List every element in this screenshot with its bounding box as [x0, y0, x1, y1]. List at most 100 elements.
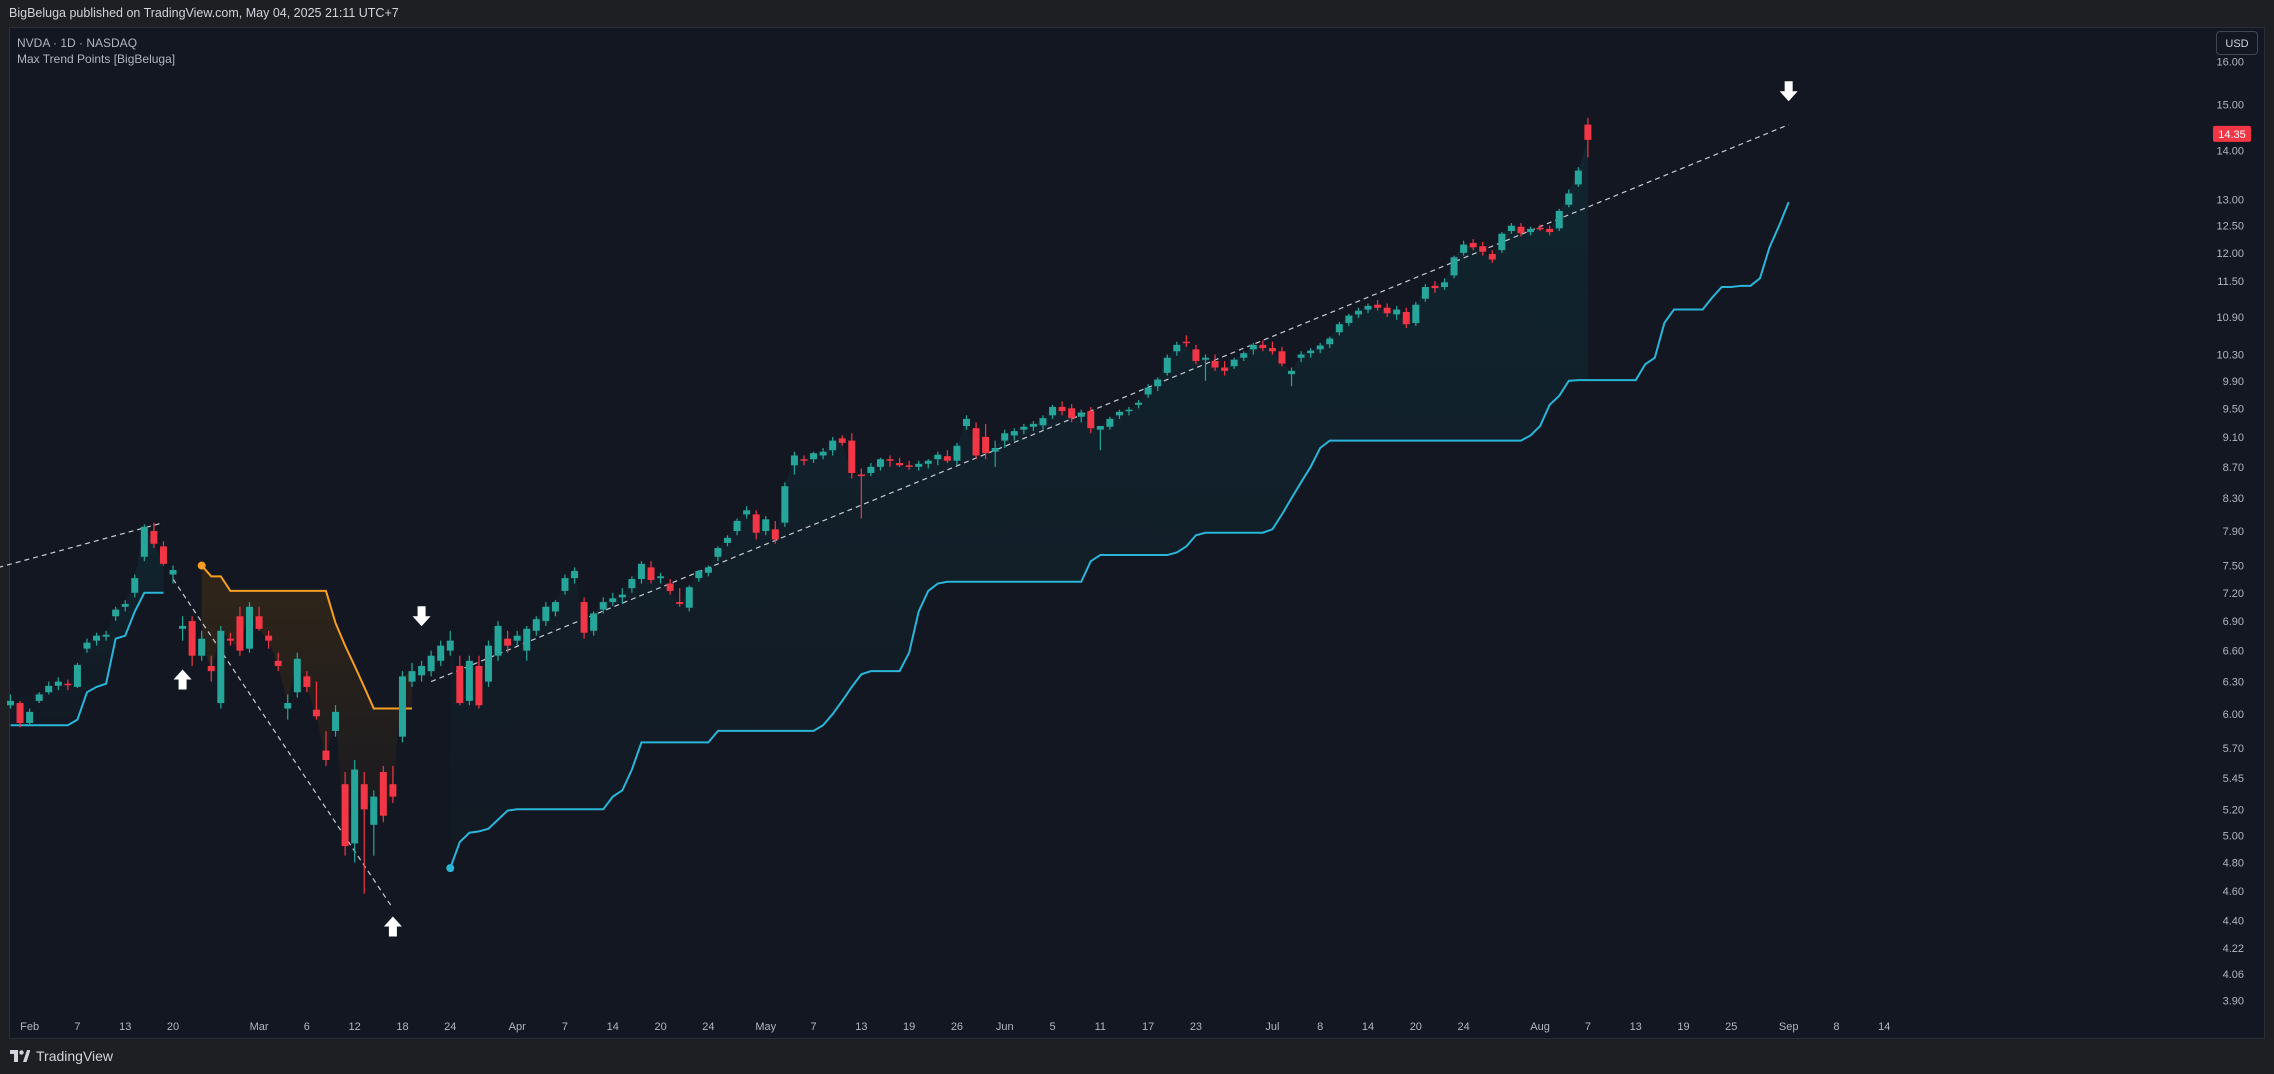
candle[interactable]: [351, 759, 359, 863]
candle[interactable]: [647, 561, 655, 584]
candle[interactable]: [246, 602, 253, 653]
candle[interactable]: [398, 671, 406, 743]
candle[interactable]: [513, 630, 521, 646]
candle[interactable]: [379, 765, 387, 823]
candle[interactable]: [1125, 406, 1133, 416]
candle[interactable]: [1192, 344, 1200, 365]
candle[interactable]: [657, 572, 665, 584]
candle[interactable]: [599, 597, 607, 614]
candle[interactable]: [1288, 367, 1296, 387]
candle[interactable]: [389, 765, 397, 803]
candle[interactable]: [1421, 284, 1429, 302]
candle[interactable]: [532, 616, 540, 636]
candle[interactable]: [1230, 357, 1238, 369]
candle[interactable]: [561, 574, 569, 595]
candle[interactable]: [1307, 348, 1315, 358]
candle[interactable]: [446, 630, 454, 656]
candle[interactable]: [1182, 335, 1190, 347]
candle[interactable]: [1527, 226, 1535, 236]
candle[interactable]: [102, 630, 110, 641]
candle[interactable]: [418, 660, 426, 682]
candle[interactable]: [781, 482, 789, 527]
candle[interactable]: [743, 506, 751, 519]
candle[interactable]: [73, 662, 81, 688]
candle[interactable]: [857, 468, 865, 519]
candle[interactable]: [800, 455, 808, 466]
candle[interactable]: [724, 535, 731, 547]
candle[interactable]: [1555, 208, 1563, 232]
candle[interactable]: [35, 692, 43, 704]
candle[interactable]: [45, 681, 53, 695]
candle[interactable]: [1278, 346, 1286, 367]
candle[interactable]: [963, 415, 970, 430]
candle[interactable]: [217, 625, 225, 709]
candle[interactable]: [465, 655, 473, 706]
candle[interactable]: [284, 694, 292, 720]
candle[interactable]: [829, 436, 837, 456]
candle[interactable]: [504, 630, 512, 653]
candle[interactable]: [360, 771, 368, 894]
candle[interactable]: [886, 455, 894, 467]
candle[interactable]: [1077, 409, 1085, 423]
candle[interactable]: [26, 708, 34, 726]
candle[interactable]: [867, 463, 875, 477]
candle[interactable]: [456, 655, 464, 706]
candle[interactable]: [494, 621, 502, 661]
candle[interactable]: [551, 600, 559, 617]
candle[interactable]: [991, 440, 999, 467]
candle[interactable]: [666, 579, 674, 595]
candle[interactable]: [485, 640, 492, 687]
candle[interactable]: [1536, 224, 1544, 232]
candle[interactable]: [1268, 341, 1276, 355]
symbol-legend[interactable]: NVDA · 1D · NASDAQ: [17, 36, 138, 50]
candle[interactable]: [1020, 423, 1028, 435]
candle[interactable]: [1450, 255, 1458, 279]
candle[interactable]: [1460, 240, 1468, 256]
candle[interactable]: [150, 522, 158, 549]
price-chart[interactable]: 16.00 15.00 14.00 13.00 12.50 12.00 11.50 10.90…: [0, 0, 2274, 1039]
candle[interactable]: [1068, 404, 1076, 423]
candle[interactable]: [1010, 428, 1018, 441]
candle[interactable]: [1354, 307, 1362, 319]
candle[interactable]: [140, 524, 148, 562]
candle[interactable]: [255, 606, 263, 631]
candle[interactable]: [676, 588, 684, 607]
candle[interactable]: [1221, 360, 1229, 376]
candle[interactable]: [1507, 223, 1515, 234]
candle[interactable]: [1106, 416, 1114, 430]
candle[interactable]: [1584, 117, 1592, 158]
candle[interactable]: [609, 592, 617, 606]
candle[interactable]: [704, 565, 712, 577]
candle[interactable]: [1087, 406, 1095, 434]
candle[interactable]: [1402, 307, 1410, 328]
candle[interactable]: [312, 681, 320, 720]
candle[interactable]: [1565, 189, 1573, 208]
candle[interactable]: [265, 630, 273, 649]
candle[interactable]: [1240, 351, 1248, 361]
candle[interactable]: [1383, 303, 1391, 317]
candle[interactable]: [1431, 281, 1439, 293]
candle[interactable]: [695, 570, 703, 582]
candle[interactable]: [1316, 342, 1324, 354]
candle[interactable]: [1211, 354, 1219, 371]
candle[interactable]: [370, 790, 378, 856]
candle[interactable]: [628, 576, 636, 593]
candle[interactable]: [876, 457, 884, 471]
candle[interactable]: [1326, 336, 1334, 349]
candle[interactable]: [179, 616, 187, 641]
candle[interactable]: [819, 447, 827, 460]
candle[interactable]: [1135, 399, 1143, 409]
candle[interactable]: [618, 588, 626, 604]
candle[interactable]: [64, 679, 72, 691]
candle[interactable]: [924, 459, 932, 469]
candle[interactable]: [1154, 377, 1162, 392]
candle[interactable]: [1029, 421, 1037, 432]
candle[interactable]: [1364, 303, 1372, 314]
candle[interactable]: [1173, 341, 1181, 356]
candle[interactable]: [714, 546, 722, 562]
candle[interactable]: [207, 655, 215, 682]
candle[interactable]: [790, 451, 798, 475]
candle[interactable]: [1374, 299, 1382, 311]
candle[interactable]: [1335, 321, 1343, 336]
candle[interactable]: [1202, 354, 1209, 381]
